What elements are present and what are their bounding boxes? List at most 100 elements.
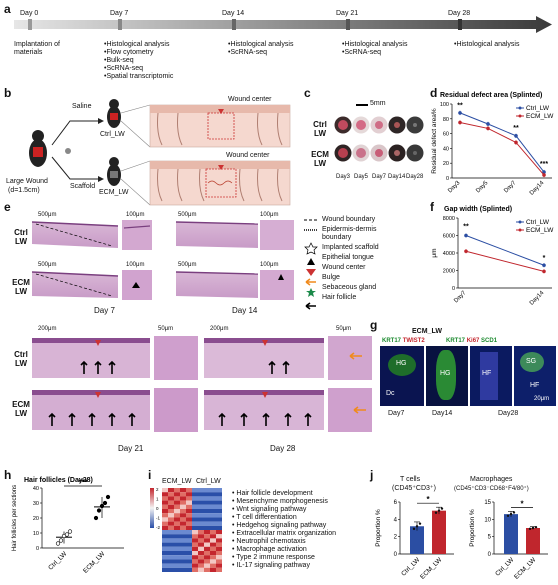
heatmap-cell [174,521,180,526]
heatmap-cell [198,538,204,543]
heatmap-cell [198,567,204,572]
heatmap-cell [192,488,198,493]
x-tick-label: Day3 [447,180,462,195]
bar-Ctrl_LW [410,526,424,554]
histo-legend-labels: Wound boundary Epidermis-dermis boundary… [322,216,379,301]
heatmap-cell [168,551,174,556]
heatmap-cell [162,555,168,560]
heatmap-cell [204,542,210,547]
heatmap-cell [174,538,180,543]
heatmap-cell [204,559,210,564]
panel-label-d: d [430,86,438,100]
heatmap-cell [192,546,198,551]
heatmap-cell [198,530,204,535]
heatmap-cell [162,538,168,543]
heatmap-cell [198,496,204,501]
heatmap-cell [174,500,180,505]
data-point [514,140,518,145]
y-tick-label: 0 [488,552,492,558]
data-point [67,529,73,534]
data-point [458,111,462,115]
y-tick-label: 15 [484,500,491,506]
heatmap-cell [186,567,192,572]
heatmap-cell [180,488,186,493]
x-tick-label: Ctrl_LW [400,556,422,578]
timeline-day0: Day 0 [20,10,39,17]
heatmap-cell [180,546,186,551]
heatmap-cell [216,563,222,568]
heatmap-cell [204,525,210,530]
legend-label: Ctrl_LW [526,105,550,112]
heatmap-cell [162,542,168,547]
heatmap-cell [204,500,210,505]
heatmap-cell [198,542,204,547]
heatmap-cell [186,551,192,556]
heatmap-cell [162,546,168,551]
x-tick-label: ECM_LW [419,556,444,581]
y-tick-label: 8000 [443,216,455,222]
hair-follicle-chart: Hair follicles (Day28) 0 10 20 30 40 Hair foll… [12,477,124,575]
panel-label-f: f [430,200,434,214]
heatmap-cell [198,517,204,522]
heatmap-cell [192,551,198,556]
histo-row-ecm-top: ECM LW [12,278,30,296]
heatmap-cell [216,496,222,501]
histo-row-ecm-bottom: ECM LW [12,400,30,418]
heatmap-cell [198,534,204,539]
scale-label-e8: 100μm [260,262,279,268]
heatmap-cell [210,496,216,501]
histo-row-ctrl-top: Ctrl LW [14,228,28,246]
ctrl-lw-label: Ctrl_LW [100,131,125,138]
if-image-day28b: SG HF 20μm [514,346,556,406]
significance-mark: ** [513,125,519,132]
heatmap-cell [192,559,198,564]
residual-area-chart: Residual defect area (Splinted) 0 20 40 60 80… [431,92,554,197]
data-point [464,233,468,238]
x-tick-label: Ctrl_LW [47,550,69,572]
significance-mark: * [426,495,430,504]
histo-day7-label: Day 7 [94,306,115,315]
data-point [102,500,108,506]
mac-title: Macrophages [470,476,513,483]
x-tick-label: Day14 [529,180,546,197]
heatmap-cell [162,509,168,514]
panel-label-e: e [4,200,11,214]
chart-title: Residual defect area (Splinted) [440,92,542,99]
heatmap-cell [180,513,186,518]
timeline-day21: Day 21 [336,10,359,17]
heatmap-cell [168,534,174,539]
heatmap-cell [192,534,198,539]
heatmap-cell [210,517,216,522]
y-axis-label: Proportion % [469,509,476,547]
timeline-day28: Day 28 [448,10,471,17]
y-axis-label: μm [431,248,438,257]
heatmap-cell [204,496,210,501]
significance-mark: * [543,255,546,262]
if-title: ECM_LW [412,328,442,335]
scaffold-label: Scaffold [70,183,96,190]
photo-day-28: Day28 [406,174,424,180]
heatmap-cell [216,517,222,522]
heatmap-cell [204,546,210,551]
y-axis-label: Proportion % [375,509,382,547]
y-tick-label: 0 [394,552,398,558]
heatmap-cell [168,538,174,543]
data-point [418,522,422,525]
histology-bottom [32,336,372,432]
panel-label-i: i [148,468,152,482]
heatmap-cell [192,521,198,526]
y-tick-label: 60 [443,132,449,138]
heatmap-cell [204,513,210,518]
x-tick-label: Day5 [475,180,490,195]
heatmap-cell [174,563,180,568]
heatmap-col-ecm: ECM_LW [162,478,192,485]
heatmap-cell [162,559,168,564]
histo-day14-label: Day 14 [232,306,258,315]
heatmap-cell [162,567,168,572]
heatmap-col-ctrl: Ctrl_LW [196,478,221,485]
wound-center-label-1: Wound center [228,96,272,103]
heatmap-cell [174,551,180,556]
scale-label-e5: 500μm [38,262,57,268]
heatmap-cell [216,555,222,560]
